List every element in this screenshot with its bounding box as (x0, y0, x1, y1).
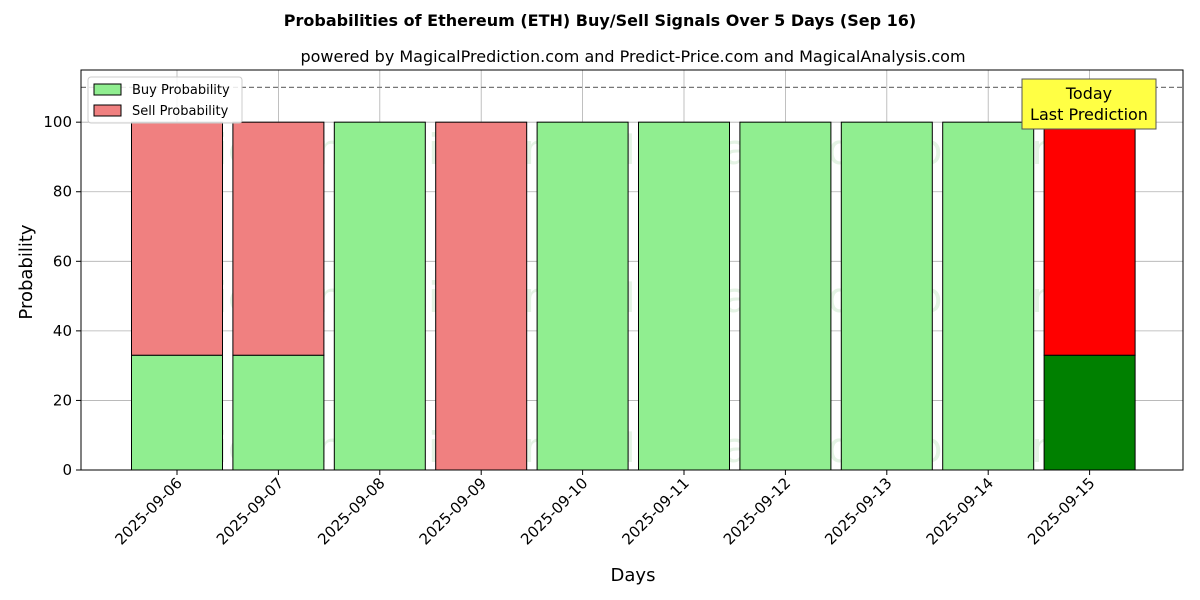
chart-subtitle: powered by MagicalPrediction.com and Pre… (300, 47, 965, 66)
y-axis-label: Probability (16, 224, 37, 319)
bar-sell (435, 121, 528, 471)
y-tick-label: 0 (62, 461, 72, 479)
y-tick-label: 80 (53, 183, 72, 201)
x-tick-label: 2025-09-11 (618, 474, 692, 548)
bar-buy (1043, 354, 1136, 471)
bar-sell (1043, 121, 1136, 356)
x-tick-label: 2025-09-07 (213, 474, 287, 548)
x-tick-label: 2025-09-15 (1024, 474, 1098, 548)
bar-sell (131, 121, 223, 356)
x-tick-label: 2025-09-08 (314, 474, 388, 548)
bar-buy (536, 121, 629, 471)
legend-label: Sell Probability (132, 104, 229, 119)
x-tick-label: 2025-09-10 (517, 474, 591, 548)
bars-layer (81, 86, 1183, 471)
annotation-background (1021, 78, 1157, 130)
x-tick-label: 2025-09-14 (923, 474, 997, 548)
bar-buy (840, 121, 933, 471)
x-tick-label: 2025-09-12 (720, 474, 794, 548)
x-tick-label: 2025-09-06 (111, 474, 185, 548)
y-tick-label: 60 (53, 252, 72, 270)
legend-swatch (93, 83, 122, 96)
bar-sell (232, 121, 325, 356)
legend: Buy Probability Sell Probability (87, 76, 243, 124)
bar-buy (232, 354, 325, 471)
bar-buy (638, 121, 730, 471)
bar-buy (333, 121, 426, 471)
bar-buy (739, 121, 832, 471)
annotation-text: Last Prediction (1030, 105, 1148, 124)
legend-box (87, 76, 243, 124)
legend-label: Buy Probability (132, 83, 230, 98)
annotation-box: Today Last Prediction (1021, 78, 1157, 130)
x-tick-label: 2025-09-13 (821, 474, 895, 548)
legend-swatch (93, 104, 122, 117)
x-tick-label: 2025-09-09 (416, 474, 490, 548)
x-axis-label: Days (611, 565, 656, 586)
chart-title: Probabilities of Ethereum (ETH) Buy/Sell… (284, 11, 916, 30)
bar-buy (131, 354, 223, 471)
plot-frame (80, 69, 1184, 471)
annotation-text: Today (1065, 84, 1112, 103)
y-tick-label: 40 (53, 322, 72, 340)
y-tick-label: 100 (43, 113, 72, 131)
y-tick-label: 20 (53, 391, 72, 409)
bar-buy (942, 121, 1035, 471)
